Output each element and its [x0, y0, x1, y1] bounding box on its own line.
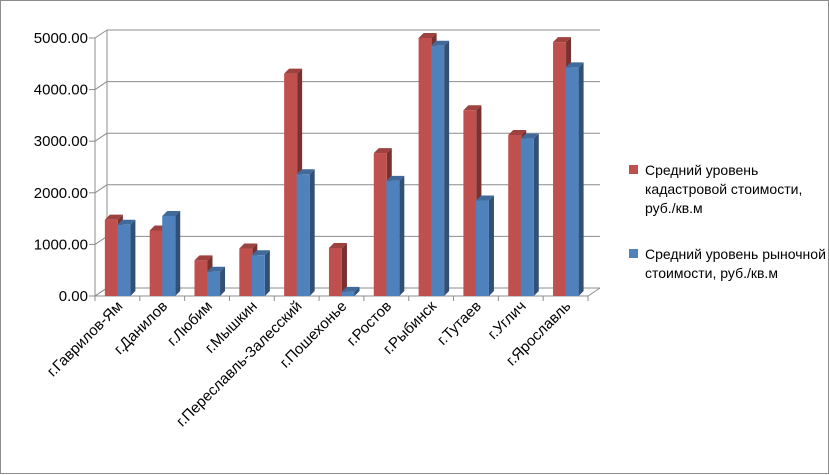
bar-top [565, 62, 584, 68]
legend-item-cadastral: Средний уровень кадастровой стоимости, р… [629, 161, 829, 218]
bar [296, 169, 315, 296]
bar-side [220, 266, 226, 296]
bar-front [284, 73, 298, 296]
gridline-diag [94, 29, 108, 39]
bar [431, 40, 450, 296]
bar-front [251, 255, 265, 296]
y-tick-label: 4000.00 [34, 82, 88, 99]
x-tick-label: г.Тутаев [434, 298, 485, 349]
bar-top [194, 255, 213, 261]
y-tick-label: 5000.00 [34, 30, 88, 47]
bar [117, 219, 136, 296]
bar-front [553, 42, 567, 297]
bar-side [354, 286, 360, 296]
bar-side [578, 62, 584, 296]
legend-label-cadastral: Средний уровень кадастровой стоимости, р… [645, 162, 803, 216]
bar-top [418, 33, 437, 38]
bar-front [565, 67, 579, 296]
bar-top [386, 175, 405, 181]
bar-front [341, 291, 355, 296]
bar-front [508, 135, 522, 296]
bar-front [149, 230, 163, 296]
bar-front [431, 45, 445, 296]
bar-front [373, 153, 387, 296]
gridline-diag [94, 81, 108, 91]
bar-top [162, 211, 181, 217]
bar-side [264, 250, 270, 296]
bars [104, 33, 584, 297]
legend-label-market: Средний уровень рыночной стоимости, руб.… [645, 246, 826, 281]
bar-top [284, 68, 303, 74]
bar-top [251, 250, 270, 256]
y-tick-label: 1000.00 [34, 236, 88, 253]
legend-swatch-cadastral [629, 165, 638, 174]
bar-top [328, 243, 347, 249]
bar-side [130, 219, 136, 296]
bar-side [444, 40, 450, 296]
bar-side [399, 175, 405, 296]
bar [162, 211, 181, 296]
bar-top [239, 243, 258, 249]
bar-side [175, 211, 181, 296]
bar-top [463, 105, 482, 111]
bar-top [553, 37, 572, 43]
legend-swatch-market [629, 249, 638, 258]
bar-side [309, 169, 315, 296]
y-tick-label: 2000.00 [34, 185, 88, 202]
bar [565, 62, 584, 296]
bar-front [194, 260, 208, 296]
y-tick-label: 3000.00 [34, 133, 88, 150]
bar-side [341, 243, 347, 296]
x-axis-labels: г.Гаврилов-Ямг.Даниловг.Любимг.Мышкинг.П… [44, 298, 575, 431]
legend: Средний уровень кадастровой стоимости, р… [629, 161, 829, 310]
bar-front [239, 248, 253, 296]
bar [386, 175, 405, 296]
bar-front [328, 248, 342, 296]
bar-front [117, 224, 131, 296]
bar-front [162, 216, 176, 296]
bar-top [475, 195, 494, 201]
x-tick-label: г.Гаврилов-Ям [44, 298, 126, 380]
bar-front [463, 110, 477, 297]
y-axis-ticks: 0.00 1000.00 2000.00 3000.00 4000.00 5000.00 [34, 30, 88, 305]
bar-top [117, 219, 136, 225]
gridline-diag [94, 132, 108, 142]
bar [207, 266, 226, 296]
bar [328, 243, 347, 296]
bar [520, 133, 539, 296]
bar-top [431, 40, 450, 46]
bar-top [508, 130, 527, 136]
bar-top [341, 286, 360, 292]
legend-item-market: Средний уровень рыночной стоимости, руб.… [629, 245, 829, 283]
bar-side [488, 195, 494, 296]
bar-top [104, 214, 123, 220]
bar-front [520, 138, 534, 296]
bar [251, 250, 270, 296]
bar-front [104, 219, 118, 296]
gridline-diag [94, 184, 108, 194]
bar-top [520, 133, 539, 139]
bar-top [296, 169, 315, 175]
bar-front [207, 271, 221, 296]
bar-front [418, 38, 432, 296]
bar-front [386, 180, 400, 296]
bar-top [373, 148, 392, 154]
bar [475, 195, 494, 296]
bar-front [296, 174, 310, 296]
bar-front [475, 200, 489, 296]
bar-top [207, 266, 226, 272]
bar [341, 286, 360, 296]
y-tick-label: 0.00 [59, 288, 88, 305]
bar-side [533, 133, 539, 296]
floor-edge-right [587, 287, 601, 297]
